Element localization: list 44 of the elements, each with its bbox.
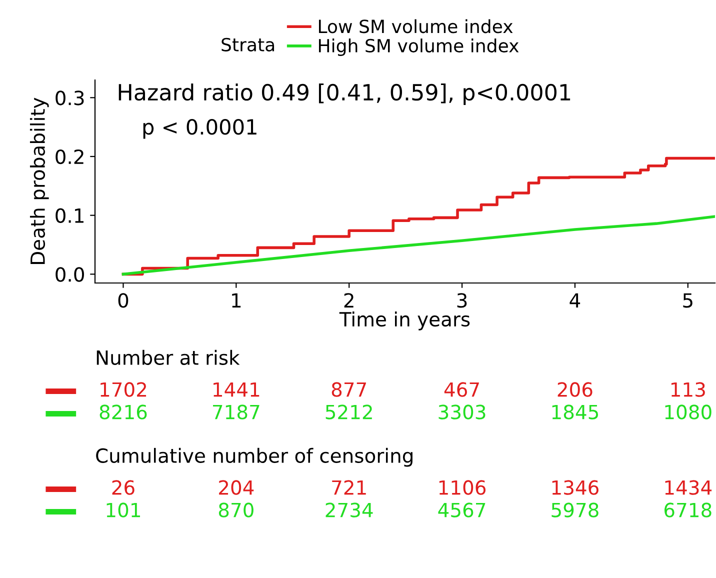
text: 5978: [552, 502, 598, 518]
text: 26: [112, 480, 134, 495]
text: Number at risk: [96, 350, 240, 365]
x-tick-label: 5: [683, 293, 692, 308]
text: 1702: [100, 382, 146, 397]
text: 1434: [665, 480, 712, 495]
text: 877: [332, 382, 366, 397]
text: 3303: [438, 404, 486, 420]
annotation: p < 0.0001: [143, 119, 256, 139]
y-axis-title: Death probability: [30, 98, 49, 264]
annotation: Hazard ratio 0.49 [0.41, 0.59], p<0.0001: [118, 83, 570, 105]
y-tick-label: 0.3: [56, 90, 84, 106]
y-tick-label: 0.0: [56, 267, 84, 282]
legend-label: Low SM volume index: [318, 19, 513, 34]
line-series: [122, 215, 715, 276]
legend-title: Strata: [222, 38, 274, 52]
text: 1106: [439, 480, 486, 495]
text: 1441: [214, 382, 260, 397]
text: 1346: [552, 480, 598, 495]
text: 101: [106, 502, 140, 518]
legend-label: High SM volume index: [318, 38, 519, 56]
text: 1845: [552, 404, 598, 420]
text: 870: [218, 502, 254, 518]
x-tick-label: 0: [118, 293, 128, 308]
x-tick-label: 1: [232, 293, 241, 308]
y-tick-label: 0.1: [56, 208, 84, 223]
x-axis-title: Time in years: [339, 312, 470, 330]
text: 467: [444, 382, 479, 397]
x-tick-label: 4: [570, 293, 580, 308]
text: 5212: [326, 404, 372, 420]
text: 6718: [664, 502, 712, 518]
y-tick-label: 0.2: [56, 149, 84, 164]
text: 206: [558, 382, 592, 397]
text: Cumulative number of censoring: [96, 448, 412, 467]
text: 8216: [100, 404, 147, 420]
x-tick-label: 2: [344, 293, 354, 308]
text: 204: [219, 480, 254, 495]
text: 4567: [438, 502, 486, 518]
text: 721: [332, 480, 366, 495]
text: 113: [671, 382, 705, 397]
text: 2734: [326, 502, 373, 518]
text: 7187: [213, 404, 260, 420]
text: 1080: [665, 404, 712, 420]
x-tick-label: 3: [457, 293, 467, 308]
